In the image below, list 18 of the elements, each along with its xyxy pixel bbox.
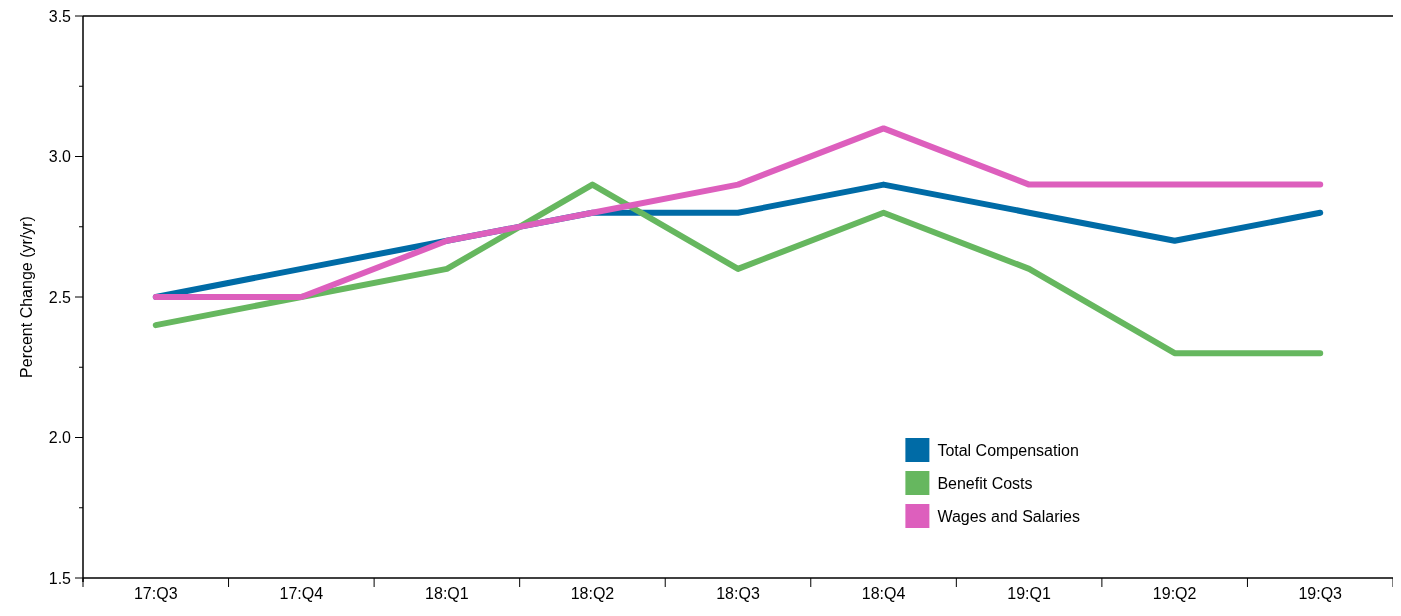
x-tick-label: 18:Q2 xyxy=(570,585,615,602)
y-tick-label: 3.0 xyxy=(48,148,72,166)
x-tick-label: 19:Q3 xyxy=(1298,585,1343,602)
y-tick-label: 3.5 xyxy=(48,7,72,25)
y-tick-label: 1.5 xyxy=(48,569,72,587)
x-tick-label: 17:Q4 xyxy=(279,585,324,602)
legend-label: Wages and Salaries xyxy=(937,507,1080,525)
x-tick-label: 18:Q3 xyxy=(716,585,760,602)
y-tick-label: 2.5 xyxy=(48,288,72,306)
x-tick-label: 19:Q2 xyxy=(1152,585,1197,602)
y-tick-label: 2.0 xyxy=(48,429,72,447)
x-tick-label: 18:Q1 xyxy=(425,585,469,602)
x-tick-label: 17:Q3 xyxy=(133,585,178,602)
legend-label: Total Compensation xyxy=(937,441,1079,459)
legend-label: Benefit Costs xyxy=(937,474,1033,492)
x-tick-label: 19:Q1 xyxy=(1007,585,1051,602)
y-axis-title: Percent Change (yr/yr) xyxy=(18,216,35,378)
x-tick-label: 18:Q4 xyxy=(861,585,906,602)
